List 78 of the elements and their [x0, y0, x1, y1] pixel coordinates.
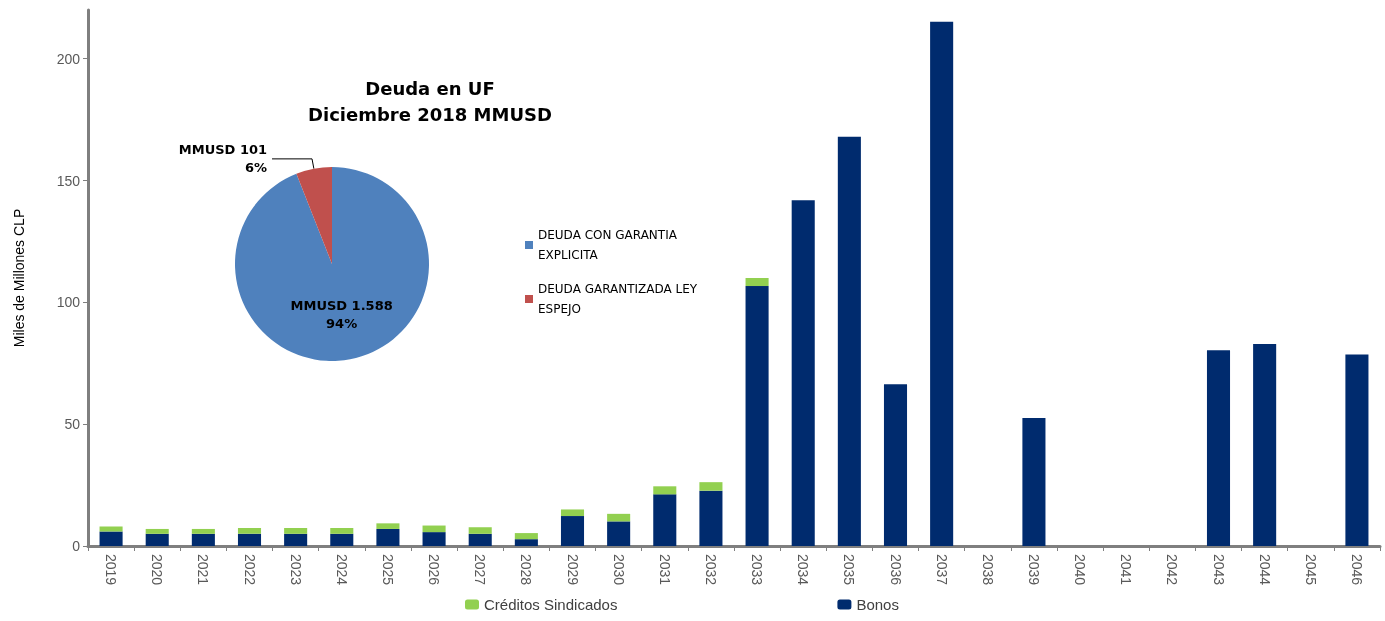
x-tick-label: 2044	[1256, 554, 1273, 586]
x-tick-label: 2022	[241, 554, 258, 586]
bar	[330, 527, 354, 534]
bar	[1345, 354, 1369, 546]
bar	[514, 533, 538, 540]
bar	[284, 533, 308, 546]
bar	[145, 528, 169, 534]
bar	[607, 521, 631, 546]
x-tick-label: 2041	[1118, 554, 1135, 586]
x-tick-label: 2027	[472, 554, 489, 586]
bar	[653, 494, 677, 546]
x-tick-label: 2020	[149, 554, 166, 586]
bar	[99, 531, 123, 546]
x-tick-label: 2037	[933, 554, 950, 586]
bar	[422, 532, 446, 546]
bar	[468, 533, 492, 546]
bar	[699, 482, 723, 491]
legend-label: Bonos	[856, 596, 899, 613]
data-label: MMUSD 101 6%	[178, 142, 268, 176]
y-tick-label: 100	[56, 294, 81, 311]
chart-title: Deuda en UF Diciembre 2018 MMUSD	[308, 77, 552, 125]
x-tick-label: 2035	[841, 554, 858, 586]
x-tick-label: 2026	[426, 554, 443, 586]
bar	[1206, 350, 1231, 546]
bar	[376, 528, 400, 546]
bar	[237, 533, 262, 546]
x-tick-label: 2040	[1072, 554, 1089, 586]
x-tick-label: 2043	[1210, 554, 1227, 586]
bar	[376, 523, 400, 529]
y-axis-title: Miles de Millones CLP	[11, 208, 27, 348]
bar	[237, 527, 262, 534]
bar	[1022, 418, 1046, 546]
x-tick-label: 2024	[333, 554, 350, 586]
x-tick-label: 2042	[1164, 554, 1181, 586]
bar	[145, 533, 169, 546]
bar	[330, 533, 354, 546]
y-tick-label: 0	[72, 538, 81, 554]
y-tick-label: 50	[64, 416, 81, 433]
bar	[883, 384, 908, 546]
x-tick-label: 2019	[103, 554, 120, 586]
x-tick-label: 2025	[379, 554, 396, 586]
bar	[607, 513, 631, 522]
x-tick-label: 2033	[749, 554, 766, 586]
y-tick-label: 200	[56, 50, 81, 67]
x-tick-label: 2046	[1348, 554, 1365, 586]
bar	[514, 539, 538, 546]
bar	[191, 533, 215, 546]
y-tick-label: 150	[56, 172, 81, 189]
x-tick-label: 2028	[518, 554, 535, 586]
x-tick-label: 2045	[1302, 554, 1319, 586]
bar	[560, 516, 585, 546]
bar	[745, 286, 769, 546]
bar	[791, 200, 815, 546]
x-tick-label: 2034	[795, 554, 812, 586]
x-tick-label: 2039	[1025, 554, 1042, 586]
x-tick-label: 2023	[287, 554, 304, 586]
bar	[468, 527, 492, 534]
x-tick-label: 2032	[702, 554, 719, 586]
bar	[930, 21, 954, 546]
x-tick-label: 2031	[656, 554, 673, 586]
x-tick-label: 2029	[564, 554, 581, 586]
legend-label: Créditos Sindicados	[484, 596, 618, 613]
bar	[560, 509, 585, 517]
legend-label: DEUDA GARANTIZADA LEY ESPEJO	[538, 282, 701, 316]
x-tick-label: 2038	[979, 554, 996, 586]
x-tick-label: 2021	[195, 554, 212, 586]
bar	[1253, 344, 1277, 546]
bar	[837, 136, 861, 546]
bar	[699, 490, 723, 546]
bar	[284, 527, 308, 534]
bar	[191, 528, 215, 534]
x-tick-label: 2036	[887, 554, 904, 586]
bar	[745, 278, 769, 287]
bar	[422, 525, 446, 533]
bar	[653, 486, 677, 495]
x-tick-label: 2030	[610, 554, 627, 586]
data-label: MMUSD 1.588 94%	[290, 298, 393, 332]
legend-label: DEUDA CON GARANTIA EXPLICITA	[538, 228, 681, 262]
